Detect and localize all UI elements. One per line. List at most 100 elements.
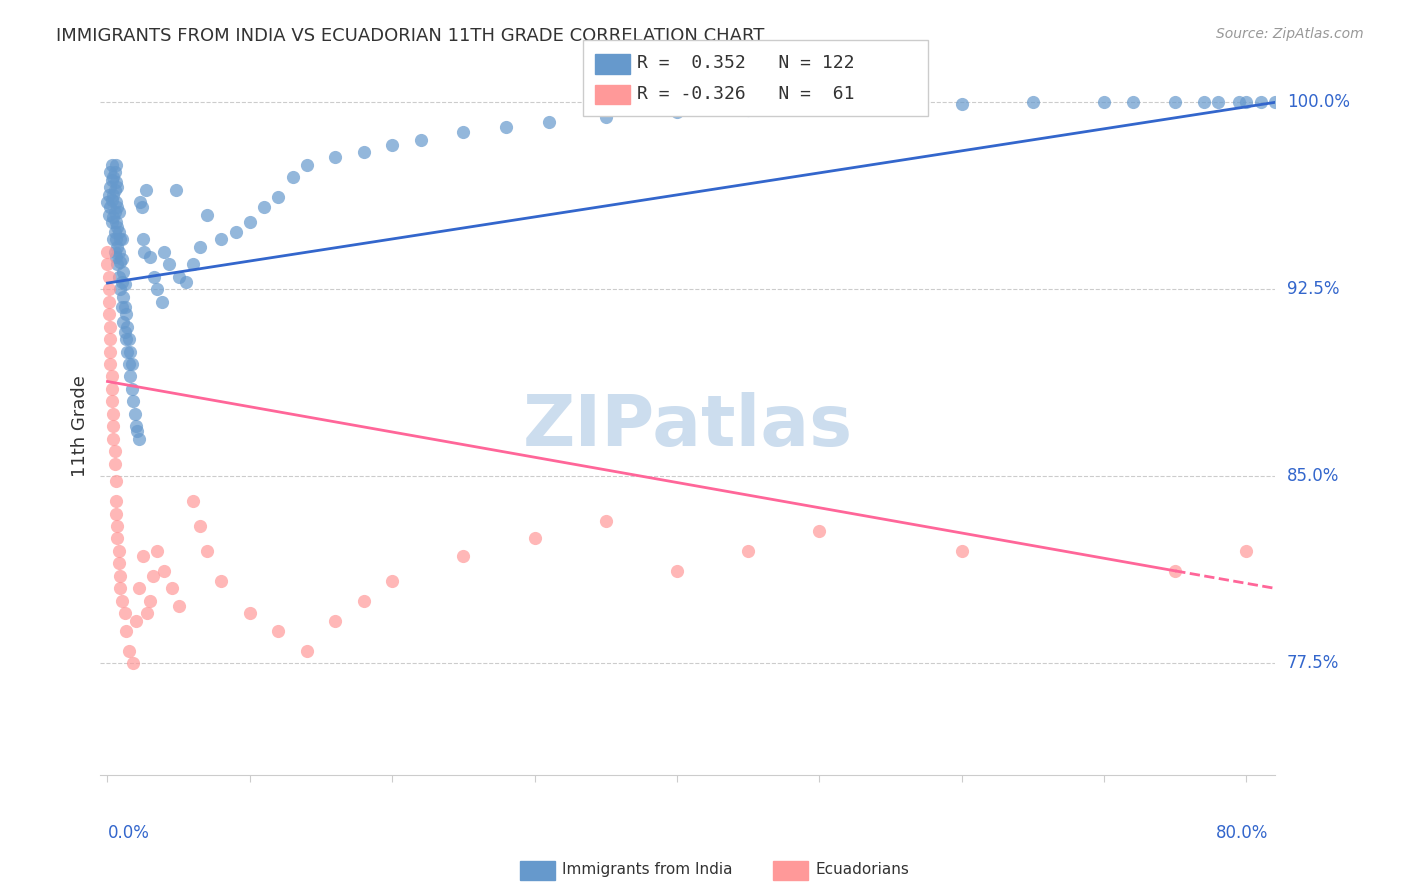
Point [1192, 95, 1215, 110]
Point [110, 582, 132, 596]
Point [132, 232, 155, 246]
Text: ZIPatlas: ZIPatlas [523, 392, 852, 461]
Point [100, 382, 122, 396]
Point [808, 100, 831, 114]
Point [150, 294, 173, 309]
Point [97, 187, 120, 202]
Point [1022, 95, 1045, 110]
Point [97, 207, 120, 221]
Point [98, 332, 121, 346]
Point [105, 232, 128, 246]
Point [105, 158, 128, 172]
Point [101, 432, 124, 446]
Point [879, 98, 901, 112]
Point [105, 494, 128, 508]
Text: Source: ZipAtlas.com: Source: ZipAtlas.com [1216, 27, 1364, 41]
Point [132, 549, 155, 563]
Point [167, 269, 190, 284]
Point [139, 250, 162, 264]
Point [118, 643, 141, 657]
Point [98, 200, 121, 214]
Text: R = -0.326   N =  61: R = -0.326 N = 61 [637, 85, 855, 103]
Point [537, 115, 560, 129]
Point [110, 282, 132, 296]
Point [181, 494, 204, 508]
Point [100, 172, 122, 186]
Point [100, 158, 122, 172]
Point [121, 357, 143, 371]
Point [98, 165, 121, 179]
Point [107, 180, 129, 194]
Point [353, 145, 375, 160]
Point [295, 643, 318, 657]
Point [118, 357, 141, 371]
Point [108, 244, 131, 259]
Point [1122, 95, 1144, 110]
Point [495, 120, 517, 135]
Point [160, 582, 183, 596]
Point [107, 219, 129, 234]
Point [209, 574, 232, 588]
Point [112, 265, 135, 279]
Point [267, 190, 290, 204]
Point [101, 232, 124, 246]
Point [105, 175, 128, 189]
Text: 0.0%: 0.0% [107, 824, 149, 842]
Point [115, 332, 138, 346]
Point [323, 614, 346, 628]
Point [108, 225, 131, 239]
Point [167, 599, 190, 613]
Point [105, 250, 128, 264]
Y-axis label: 11th Grade: 11th Grade [72, 376, 89, 477]
Point [114, 277, 136, 292]
Point [323, 150, 346, 164]
Point [97, 307, 120, 321]
Point [101, 210, 124, 224]
Point [146, 544, 169, 558]
Point [131, 200, 153, 214]
Point [107, 519, 129, 533]
Point [122, 656, 145, 670]
Point [1227, 95, 1250, 110]
Point [1236, 95, 1258, 110]
Text: Immigrants from India: Immigrants from India [562, 863, 733, 877]
Point [595, 111, 617, 125]
Point [111, 300, 134, 314]
Point [1206, 95, 1229, 110]
Point [115, 307, 138, 321]
Point [112, 290, 135, 304]
Point [1250, 95, 1272, 110]
Point [108, 269, 131, 284]
Point [381, 137, 404, 152]
Point [253, 200, 276, 214]
Point [108, 544, 131, 558]
Point [103, 444, 125, 458]
Point [110, 569, 132, 583]
Point [107, 532, 129, 546]
Point [165, 183, 187, 197]
Point [1164, 564, 1187, 578]
Point [665, 564, 688, 578]
Point [105, 507, 128, 521]
Point [107, 240, 129, 254]
Point [129, 195, 152, 210]
Point [96, 195, 118, 210]
Point [239, 607, 262, 621]
Point [174, 275, 197, 289]
Point [188, 519, 211, 533]
Point [97, 269, 120, 284]
Point [98, 319, 121, 334]
Point [107, 257, 129, 271]
Point [127, 425, 149, 439]
Point [100, 369, 122, 384]
Point [103, 183, 125, 197]
Point [195, 544, 218, 558]
Point [107, 200, 129, 214]
Text: 92.5%: 92.5% [1286, 280, 1339, 298]
Point [122, 394, 145, 409]
Point [111, 275, 134, 289]
Point [125, 419, 148, 434]
Point [157, 257, 180, 271]
Point [100, 394, 122, 409]
Point [103, 244, 125, 259]
